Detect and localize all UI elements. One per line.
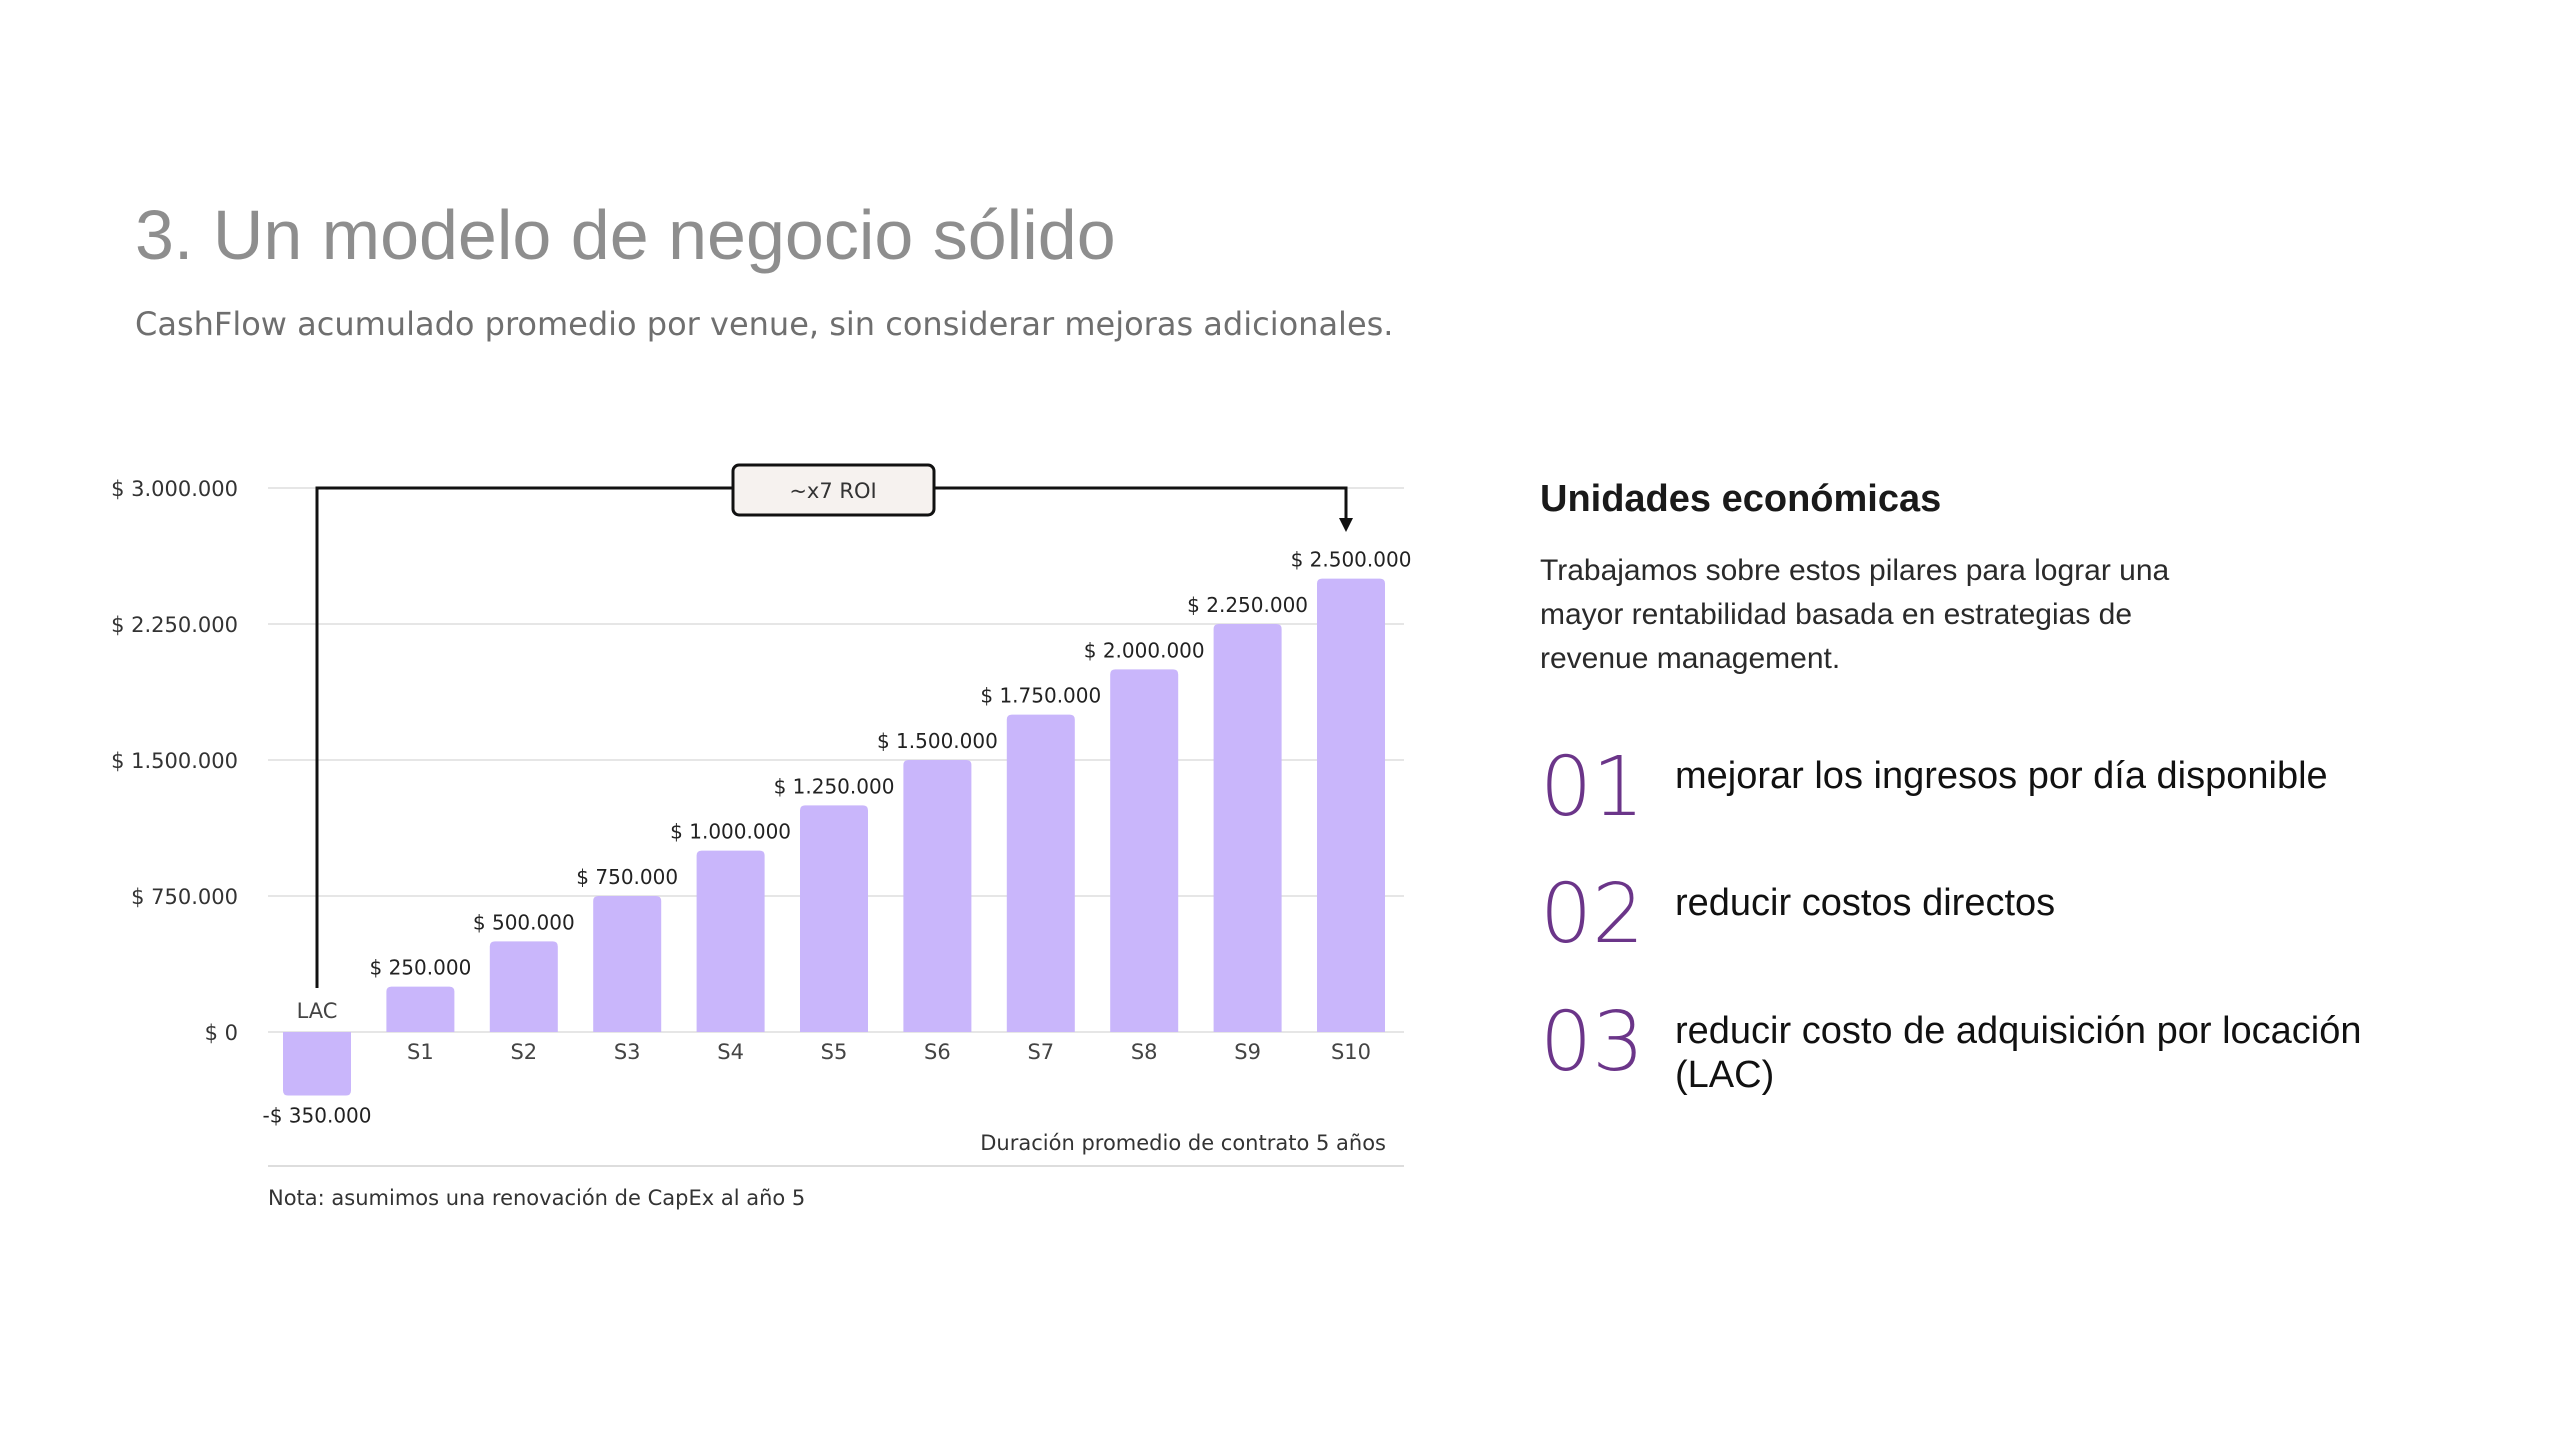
pillar-number: 01 bbox=[1540, 740, 1645, 835]
page-subtitle: CashFlow acumulado promedio por venue, s… bbox=[135, 305, 1394, 343]
y-tick-label: $ 0 bbox=[205, 1021, 238, 1045]
unidades-description: Trabajamos sobre estos pilares para logr… bbox=[1540, 554, 2170, 675]
cashflow-bar-chart: $ 0 $ 750.000 $ 1.500.000 $ 2.250.000 $ 3.00… bbox=[111, 463, 1412, 1210]
bar-s8 bbox=[1110, 669, 1179, 1032]
roi-callout-label: ~x7 ROI bbox=[789, 479, 876, 503]
bar-value-label: -$ 350.000 bbox=[262, 1103, 371, 1127]
bar-value-label: $ 2.500.000 bbox=[1291, 548, 1412, 572]
pillar-item: 02 reducir costos directos bbox=[1540, 867, 2440, 962]
bar-s5 bbox=[800, 805, 868, 1032]
bar-s10 bbox=[1317, 578, 1385, 1032]
unidades-title: Unidades económicas bbox=[1540, 478, 1942, 520]
x-category-label: S5 bbox=[821, 1040, 848, 1064]
bar-s9 bbox=[1213, 624, 1282, 1032]
bar-value-label: $ 2.000.000 bbox=[1084, 638, 1205, 662]
x-category-label: S3 bbox=[614, 1040, 641, 1064]
pillar-item: 03 reducir costo de adquisición por loca… bbox=[1540, 995, 2440, 1097]
bar-s4 bbox=[696, 850, 765, 1032]
bar-s7 bbox=[1006, 714, 1075, 1032]
bar-s2 bbox=[489, 941, 558, 1032]
pillar-number: 03 bbox=[1540, 995, 1645, 1090]
pillar-item: 01 mejorar los ingresos por día disponib… bbox=[1540, 740, 2440, 835]
bar-s6 bbox=[903, 760, 972, 1032]
roi-bracket-line bbox=[315, 486, 733, 988]
page-title: 3. Un modelo de negocio sólido bbox=[135, 196, 1116, 274]
x-category-label: LAC bbox=[297, 999, 338, 1023]
x-category-label: S10 bbox=[1331, 1040, 1371, 1064]
x-category-label: S8 bbox=[1131, 1040, 1158, 1064]
roi-bracket-line-right bbox=[934, 486, 1348, 520]
x-category-label: S6 bbox=[924, 1040, 951, 1064]
pillar-text: reducir costo de adquisición por locació… bbox=[1675, 1010, 2362, 1096]
bar-value-label: $ 750.000 bbox=[576, 865, 678, 889]
bar-value-label: $ 1.500.000 bbox=[877, 729, 998, 753]
x-category-label: S2 bbox=[510, 1040, 537, 1064]
y-tick-label: $ 2.250.000 bbox=[111, 613, 238, 637]
y-tick-label: $ 1.500.000 bbox=[111, 749, 238, 773]
x-category-label: S9 bbox=[1234, 1040, 1261, 1064]
pillar-text: mejorar los ingresos por día disponible bbox=[1675, 755, 2328, 797]
bar-value-label: $ 1.750.000 bbox=[980, 684, 1101, 708]
x-category-label: S7 bbox=[1027, 1040, 1054, 1064]
roi-arrow-head bbox=[1339, 518, 1353, 532]
x-category-label: S1 bbox=[407, 1040, 434, 1064]
bar-value-label: $ 1.000.000 bbox=[670, 820, 791, 844]
bar-s1 bbox=[386, 986, 455, 1032]
contract-duration-note: Duración promedio de contrato 5 años bbox=[980, 1131, 1386, 1155]
y-tick-label: $ 3.000.000 bbox=[111, 477, 238, 501]
roi-callout-box bbox=[731, 463, 936, 517]
bar-lac bbox=[283, 1032, 351, 1096]
unidades-panel: Unidades económicas Trabajamos sobre est… bbox=[1540, 478, 2440, 1096]
pillar-number: 02 bbox=[1540, 867, 1645, 962]
bar-value-label: $ 250.000 bbox=[370, 956, 472, 980]
bar-value-label: $ 2.250.000 bbox=[1187, 593, 1308, 617]
x-category-label: S4 bbox=[717, 1040, 744, 1064]
bar-value-label: $ 1.250.000 bbox=[774, 774, 895, 798]
chart-footnote: Nota: asumimos una renovación de CapEx a… bbox=[268, 1186, 805, 1210]
bar-value-label: $ 500.000 bbox=[473, 910, 575, 934]
pillar-text: reducir costos directos bbox=[1675, 882, 2056, 924]
bar-s3 bbox=[593, 896, 662, 1032]
y-tick-label: $ 750.000 bbox=[131, 885, 238, 909]
